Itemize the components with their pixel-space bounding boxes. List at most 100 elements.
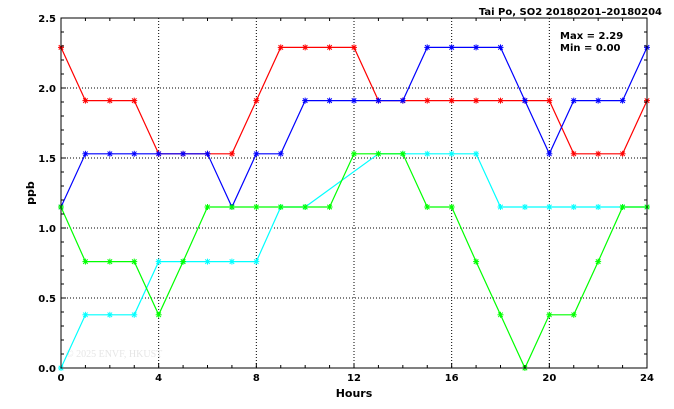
data-point bbox=[82, 150, 89, 157]
data-point bbox=[204, 150, 211, 157]
data-point bbox=[351, 150, 357, 157]
y-tick-label: 2.5 bbox=[38, 14, 56, 25]
x-tick-label: 8 bbox=[253, 373, 260, 384]
min-annotation: Min = 0.00 bbox=[560, 43, 621, 54]
chart-title: Tai Po, SO2 20180201–20180204 bbox=[479, 7, 662, 18]
data-point bbox=[131, 150, 138, 157]
watermark: © 2025 ENVF, HKUST bbox=[66, 349, 162, 360]
data-point bbox=[546, 97, 553, 104]
data-point bbox=[351, 44, 357, 51]
data-point bbox=[228, 150, 235, 157]
data-point bbox=[570, 311, 577, 318]
x-tick-label: 16 bbox=[445, 373, 459, 384]
data-point bbox=[424, 150, 431, 157]
data-point bbox=[570, 204, 577, 210]
data-point bbox=[180, 150, 187, 157]
data-point bbox=[106, 150, 113, 157]
data-point bbox=[497, 204, 504, 210]
series-4 bbox=[58, 150, 650, 371]
data-point bbox=[619, 150, 626, 157]
data-point bbox=[448, 204, 455, 210]
y-tick-label: 1.0 bbox=[38, 224, 56, 235]
data-point bbox=[277, 44, 284, 51]
data-point bbox=[546, 311, 553, 318]
data-point bbox=[473, 150, 480, 157]
grid bbox=[61, 18, 647, 368]
data-point bbox=[497, 311, 504, 318]
x-tick-label: 20 bbox=[542, 373, 556, 384]
data-point bbox=[521, 204, 528, 210]
data-point bbox=[473, 258, 480, 265]
data-point bbox=[228, 204, 235, 210]
data-point bbox=[448, 150, 455, 157]
data-point bbox=[131, 97, 138, 104]
y-tick-label: 0.0 bbox=[38, 364, 56, 375]
data-point bbox=[253, 150, 260, 157]
data-point bbox=[326, 97, 333, 104]
x-axis-label: Hours bbox=[336, 387, 373, 400]
data-point bbox=[570, 97, 577, 104]
data-point bbox=[399, 97, 406, 104]
data-point bbox=[228, 258, 235, 265]
data-point bbox=[106, 97, 113, 104]
data-point bbox=[277, 204, 284, 210]
data-point bbox=[375, 150, 382, 157]
data-point bbox=[253, 204, 260, 210]
data-point bbox=[302, 97, 309, 104]
series-line bbox=[60, 153, 647, 370]
data-point bbox=[82, 258, 89, 265]
data-point bbox=[399, 150, 406, 157]
axis-ticks: 0 4 8 12 16 20 24 0.0 0.5 1.0 1.5 2.0 2.5 bbox=[38, 14, 654, 384]
data-point bbox=[595, 150, 602, 157]
data-point bbox=[351, 97, 357, 104]
data-point bbox=[619, 204, 626, 210]
data-point bbox=[497, 44, 504, 51]
data-point bbox=[424, 97, 431, 104]
data-point bbox=[595, 204, 602, 210]
x-tick-label: 4 bbox=[155, 373, 162, 384]
data-point bbox=[595, 97, 602, 104]
data-point bbox=[82, 97, 89, 104]
series-2 bbox=[58, 44, 650, 210]
data-point bbox=[521, 97, 528, 104]
data-point bbox=[326, 44, 333, 51]
data-point bbox=[155, 150, 162, 157]
data-point bbox=[375, 97, 382, 104]
data-point bbox=[473, 97, 480, 104]
data-point bbox=[277, 150, 284, 157]
data-point bbox=[326, 204, 333, 210]
data-point bbox=[106, 311, 113, 318]
data-point bbox=[570, 150, 577, 157]
data-point bbox=[546, 204, 553, 210]
data-point bbox=[448, 44, 455, 51]
data-point bbox=[424, 44, 431, 51]
data-point bbox=[424, 204, 431, 210]
data-point bbox=[302, 44, 309, 51]
x-tick-label: 12 bbox=[347, 373, 361, 384]
data-point bbox=[131, 311, 138, 318]
data-point bbox=[473, 44, 480, 51]
data-point bbox=[204, 258, 211, 265]
max-annotation: Max = 2.29 bbox=[560, 31, 623, 42]
data-point bbox=[204, 204, 211, 210]
data-point bbox=[448, 97, 455, 104]
data-point bbox=[253, 97, 260, 104]
data-point bbox=[155, 258, 162, 265]
data-point bbox=[155, 311, 162, 318]
y-axis-label: ppb bbox=[24, 181, 37, 205]
data-point bbox=[302, 204, 309, 210]
series-layer bbox=[58, 44, 650, 371]
data-point bbox=[253, 258, 260, 265]
x-tick-label: 24 bbox=[640, 373, 654, 384]
y-tick-label: 1.5 bbox=[38, 154, 56, 165]
x-tick-label: 0 bbox=[58, 373, 65, 384]
data-point bbox=[180, 258, 187, 265]
data-point bbox=[106, 258, 113, 265]
data-point bbox=[595, 258, 602, 265]
y-tick-label: 2.0 bbox=[38, 84, 56, 95]
data-point bbox=[131, 258, 138, 265]
series-line bbox=[60, 153, 647, 369]
data-point bbox=[619, 97, 626, 104]
data-point bbox=[497, 97, 504, 104]
